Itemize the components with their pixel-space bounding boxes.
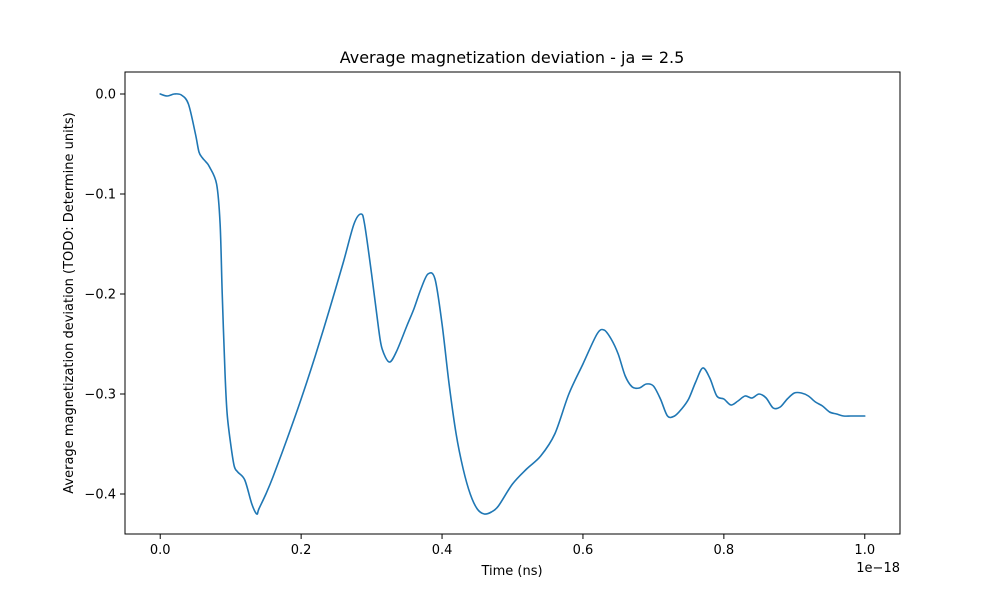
y-axis-label: Average magnetization deviation (TODO: D…: [62, 112, 77, 493]
plot-area-frame: [124, 71, 901, 535]
x-axis: 0.0 0.2 0.4 0.6 0.8 1.0: [150, 534, 875, 558]
x-tick-label: 0.8: [714, 543, 735, 558]
series-line: [159, 93, 866, 515]
x-tick-label: 0.4: [432, 543, 453, 558]
y-tick-label: −0.1: [84, 188, 116, 203]
x-axis-label: Time (ns): [480, 564, 542, 579]
x-tick-label: 0.6: [573, 543, 594, 558]
x-tick-label: 0.2: [291, 543, 312, 558]
y-tick-label: −0.3: [84, 388, 116, 403]
x-tick-label: 0.0: [150, 543, 171, 558]
y-tick-label: −0.4: [84, 488, 116, 503]
y-tick-label: 0.0: [95, 88, 116, 103]
y-tick-label: −0.2: [84, 288, 116, 303]
y-axis: 0.0 −0.1 −0.2 −0.3 −0.4: [84, 88, 125, 503]
chart-title: Average magnetization deviation - ja = 2…: [340, 48, 685, 67]
x-axis-offset-text: 1e−18: [856, 561, 900, 576]
x-tick-label: 1.0: [854, 543, 875, 558]
